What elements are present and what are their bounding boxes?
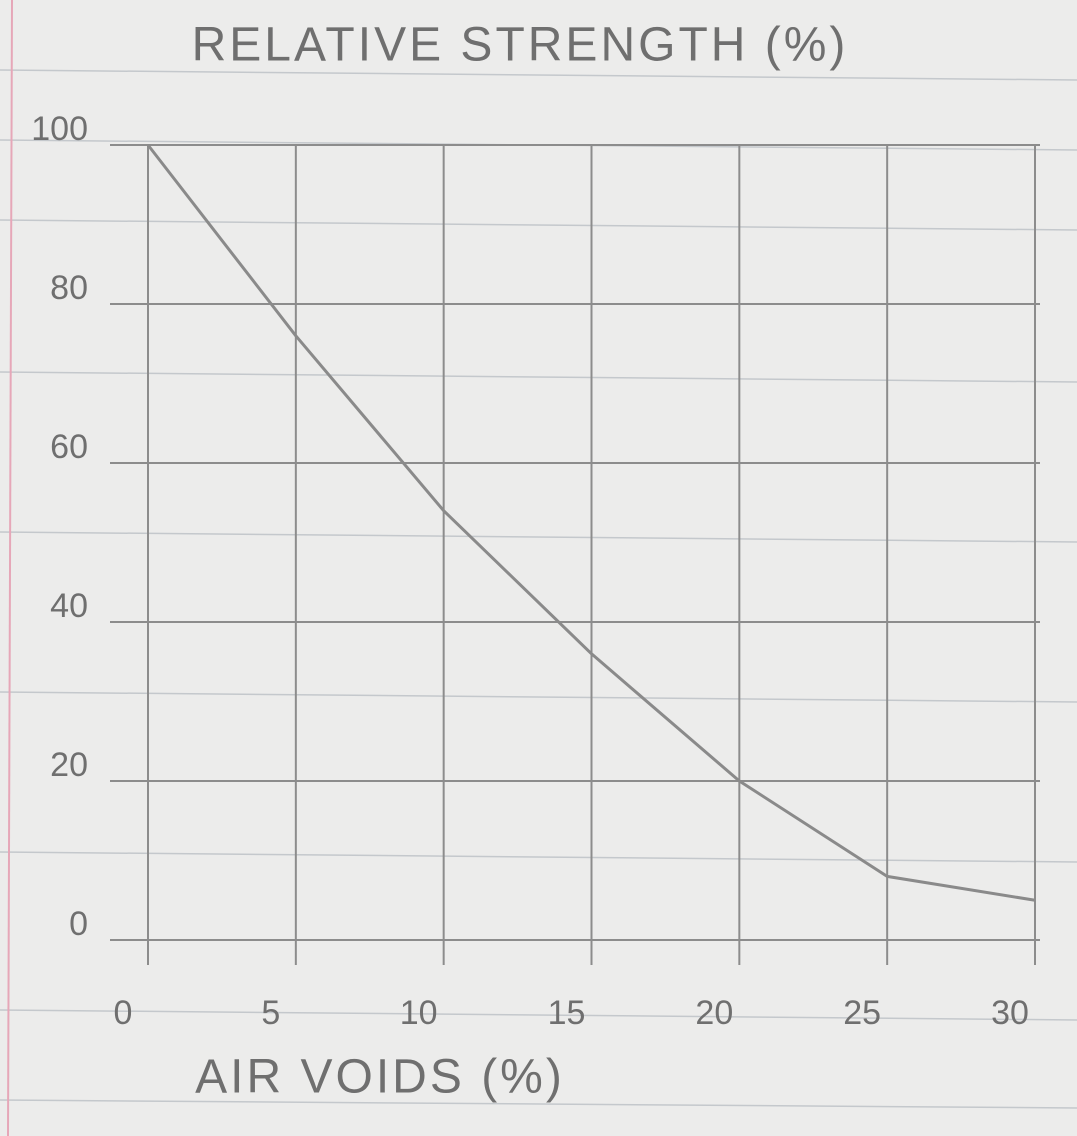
y-tick-label: 40 bbox=[50, 587, 88, 625]
y-tick-label: 60 bbox=[50, 428, 88, 466]
x-tick-label: 10 bbox=[400, 994, 438, 1032]
chart: RELATIVE STRENGTH (%) AIR VOIDS (%) 0 20 4… bbox=[0, 0, 1077, 1136]
y-tick-label: 0 bbox=[69, 905, 88, 943]
y-tick-label: 20 bbox=[50, 746, 88, 784]
x-tick-label: 15 bbox=[548, 994, 586, 1032]
x-tick-label: 0 bbox=[114, 994, 133, 1032]
y-tick-label: 100 bbox=[31, 110, 88, 148]
x-axis-label: AIR VOIDS (%) bbox=[195, 1051, 565, 1104]
paper bbox=[0, 0, 1077, 1136]
x-tick-label: 5 bbox=[261, 994, 280, 1032]
x-tick-label: 25 bbox=[843, 994, 881, 1032]
x-tick-label: 20 bbox=[695, 994, 733, 1032]
x-tick-label: 30 bbox=[991, 994, 1029, 1032]
y-tick-label: 80 bbox=[50, 269, 88, 307]
chart-title: RELATIVE STRENGTH (%) bbox=[192, 19, 849, 72]
